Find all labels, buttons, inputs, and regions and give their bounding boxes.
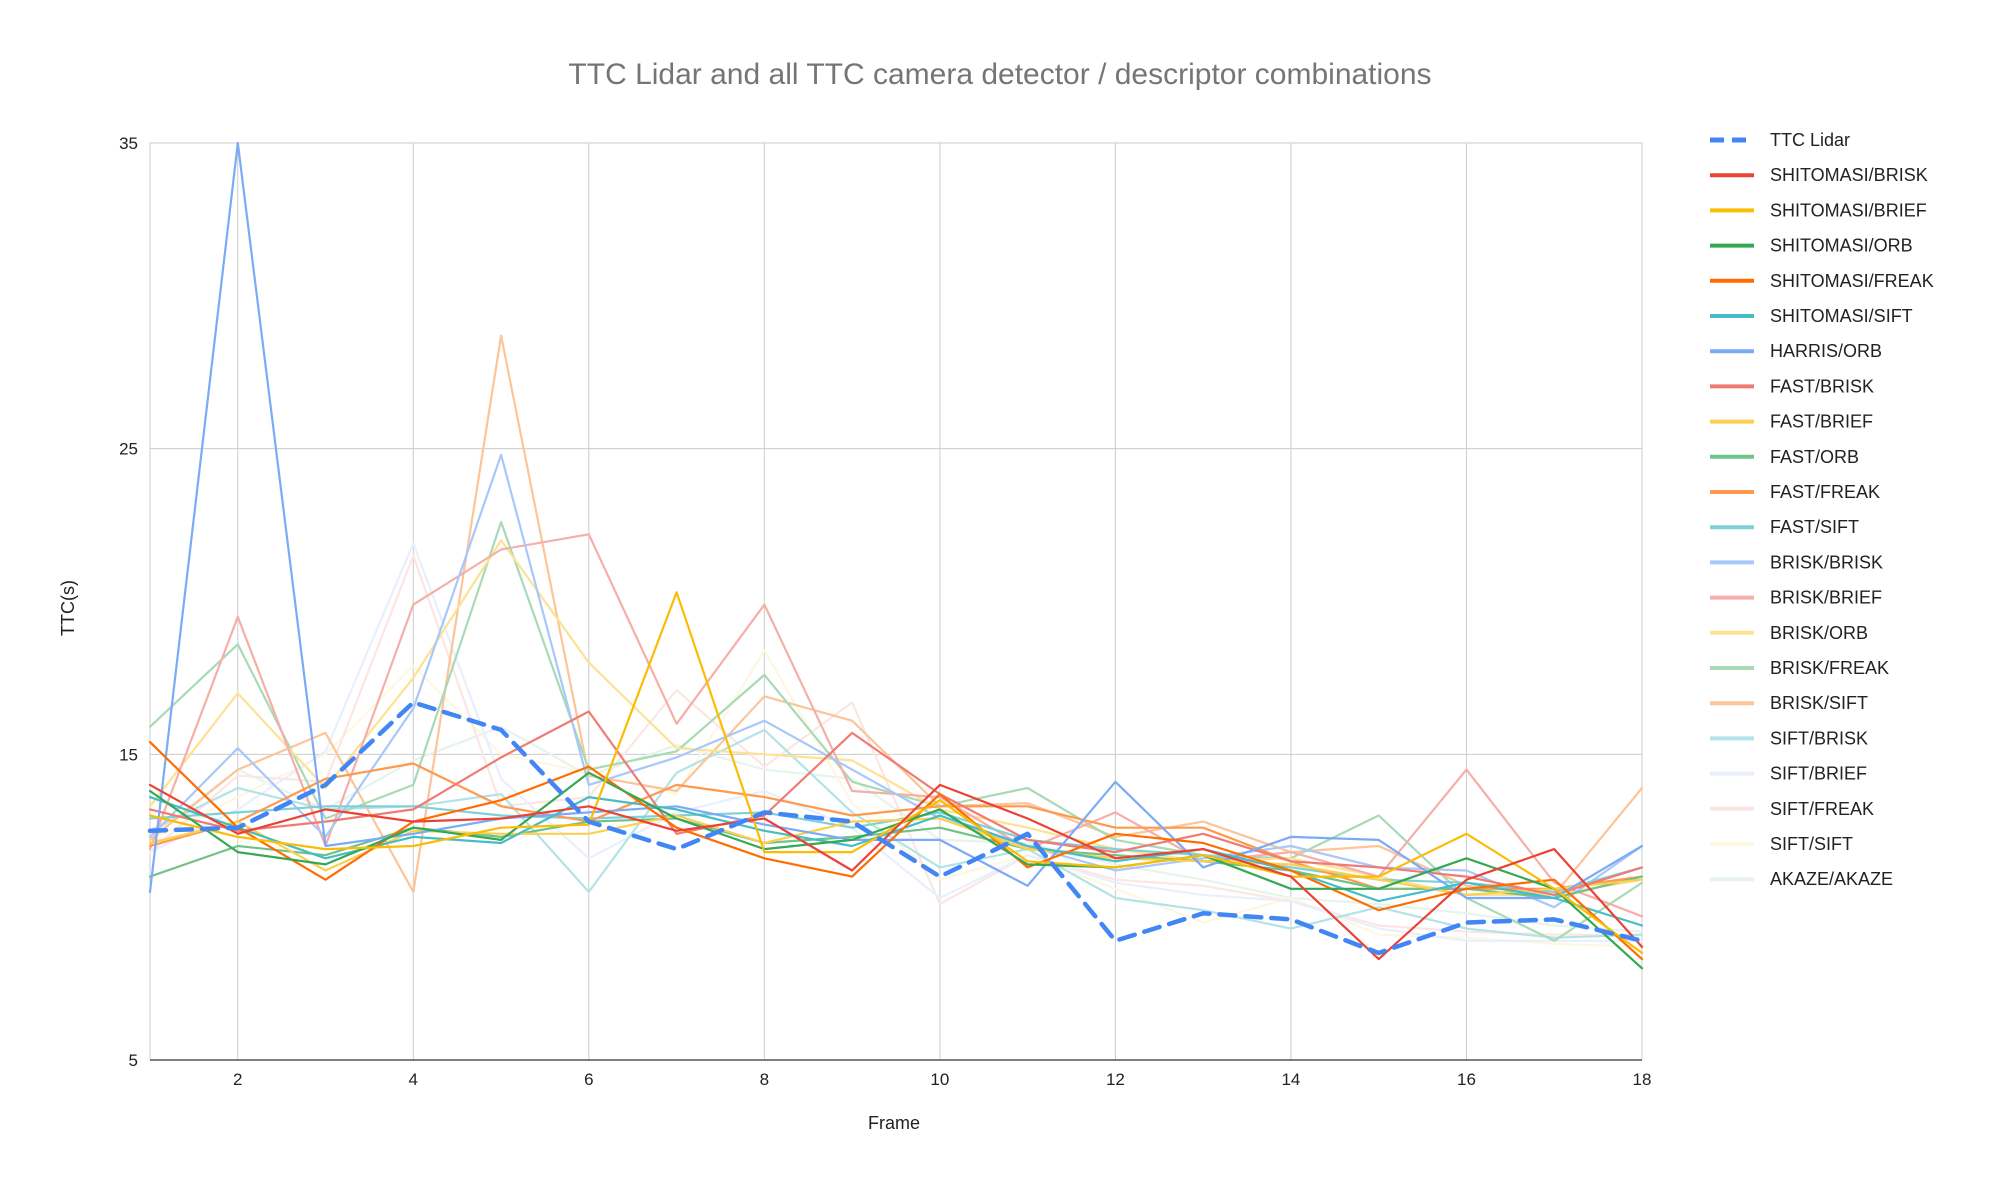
legend-item-shitomasi-orb[interactable]: SHITOMASI/ORB — [1710, 236, 1913, 256]
legend-item-shitomasi-freak[interactable]: SHITOMASI/FREAK — [1710, 271, 1934, 291]
series-line-brisk-brief — [148, 533, 1644, 918]
legend-item-akaze-akaze[interactable]: AKAZE/AKAZE — [1710, 869, 1893, 889]
legend-item-shitomasi-brief[interactable]: SHITOMASI/BRIEF — [1710, 200, 1927, 220]
legend-label: SHITOMASI/FREAK — [1770, 271, 1934, 291]
y-tick-label: 15 — [119, 745, 138, 764]
series-lines — [147, 141, 1645, 970]
x-tick-label: 8 — [760, 1070, 769, 1089]
x-axis-title: Frame — [868, 1113, 920, 1133]
series-line-shitomasi-orb — [148, 771, 1644, 970]
legend: TTC Lidar SHITOMASI/BRISK SHITOMASI/BRIEF S… — [1710, 130, 1934, 889]
legend-label: FAST/FREAK — [1770, 482, 1880, 502]
chart-title: TTC Lidar and all TTC camera detector / … — [568, 58, 1431, 91]
legend-item-fast-brief[interactable]: FAST/BRIEF — [1710, 412, 1873, 432]
legend-item-shitomasi-sift[interactable]: SHITOMASI/SIFT — [1710, 306, 1913, 326]
axes: 5 15 25 35 2 4 6 8 10 12 14 16 18 — [119, 134, 1651, 1089]
legend-label: FAST/BRISK — [1770, 376, 1874, 396]
legend-item-sift-brisk[interactable]: SIFT/BRISK — [1710, 728, 1868, 748]
x-tick-label: 10 — [930, 1070, 949, 1089]
legend-item-sift-sift[interactable]: SIFT/SIFT — [1710, 834, 1853, 854]
series-line-shitomasi-sift — [148, 795, 1644, 927]
x-tick-label: 18 — [1633, 1070, 1652, 1089]
x-tick-label: 14 — [1281, 1070, 1300, 1089]
legend-item-brisk-freak[interactable]: BRISK/FREAK — [1710, 658, 1889, 678]
legend-label: BRISK/FREAK — [1770, 658, 1889, 678]
legend-item-fast-sift[interactable]: FAST/SIFT — [1710, 517, 1859, 537]
legend-item-sift-freak[interactable]: SIFT/FREAK — [1710, 799, 1874, 819]
legend-label: SIFT/SIFT — [1770, 834, 1853, 854]
legend-label: BRISK/SIFT — [1770, 693, 1868, 713]
legend-label: HARRIS/ORB — [1770, 341, 1882, 361]
legend-label: SHITOMASI/BRISK — [1770, 165, 1928, 185]
legend-label: FAST/ORB — [1770, 447, 1859, 467]
y-tick-label: 5 — [129, 1051, 138, 1070]
grid — [150, 142, 1643, 1061]
y-tick-label: 35 — [119, 134, 138, 153]
legend-label: SIFT/BRISK — [1770, 728, 1868, 748]
series-line-fast-brief — [148, 814, 1644, 897]
legend-item-brisk-orb[interactable]: BRISK/ORB — [1710, 623, 1868, 643]
series-line-shitomasi-brief — [148, 591, 1644, 955]
legend-label: SHITOMASI/SIFT — [1770, 306, 1913, 326]
legend-item-brisk-sift[interactable]: BRISK/SIFT — [1710, 693, 1868, 713]
series-line-ttc-lidar — [147, 700, 1645, 956]
legend-label: SHITOMASI/ORB — [1770, 236, 1913, 256]
legend-label: BRISK/BRISK — [1770, 552, 1883, 572]
legend-item-fast-orb[interactable]: FAST/ORB — [1710, 447, 1859, 467]
series-line-sift-freak — [148, 554, 1644, 936]
y-tick-label: 25 — [119, 440, 138, 459]
legend-item-brisk-brief[interactable]: BRISK/BRIEF — [1710, 588, 1882, 608]
legend-label: FAST/SIFT — [1770, 517, 1859, 537]
legend-label: SHITOMASI/BRIEF — [1770, 200, 1927, 220]
legend-label: FAST/BRIEF — [1770, 412, 1873, 432]
legend-item-fast-freak[interactable]: FAST/FREAK — [1710, 482, 1880, 502]
y-axis-title: TTC(s) — [58, 580, 78, 636]
x-tick-label: 16 — [1457, 1070, 1476, 1089]
legend-item-brisk-brisk[interactable]: BRISK/BRISK — [1710, 552, 1883, 572]
legend-item-sift-brief[interactable]: SIFT/BRIEF — [1710, 764, 1867, 784]
series-line-sift-sift — [148, 649, 1644, 949]
x-tick-label: 2 — [233, 1070, 242, 1089]
legend-item-fast-brisk[interactable]: FAST/BRISK — [1710, 376, 1874, 396]
series-line-brisk-freak — [148, 520, 1644, 942]
x-tick-label: 6 — [584, 1070, 593, 1089]
x-tick-label: 12 — [1106, 1070, 1125, 1089]
legend-item-ttc-lidar[interactable]: TTC Lidar — [1710, 130, 1850, 150]
legend-label: SIFT/FREAK — [1770, 799, 1874, 819]
series-line-sift-brief — [148, 542, 1644, 942]
legend-label: SIFT/BRIEF — [1770, 764, 1867, 784]
series-line-sift-brisk — [148, 728, 1644, 939]
legend-label: BRISK/BRIEF — [1770, 588, 1882, 608]
legend-item-shitomasi-brisk[interactable]: SHITOMASI/BRISK — [1710, 165, 1928, 185]
series-line-harris-orb — [148, 141, 1644, 900]
legend-item-harris-orb[interactable]: HARRIS/ORB — [1710, 341, 1882, 361]
x-tick-label: 4 — [409, 1070, 418, 1089]
legend-label: AKAZE/AKAZE — [1770, 869, 1893, 889]
series-line-shitomasi-freak — [148, 740, 1644, 961]
legend-label: TTC Lidar — [1770, 130, 1850, 150]
legend-label: BRISK/ORB — [1770, 623, 1868, 643]
